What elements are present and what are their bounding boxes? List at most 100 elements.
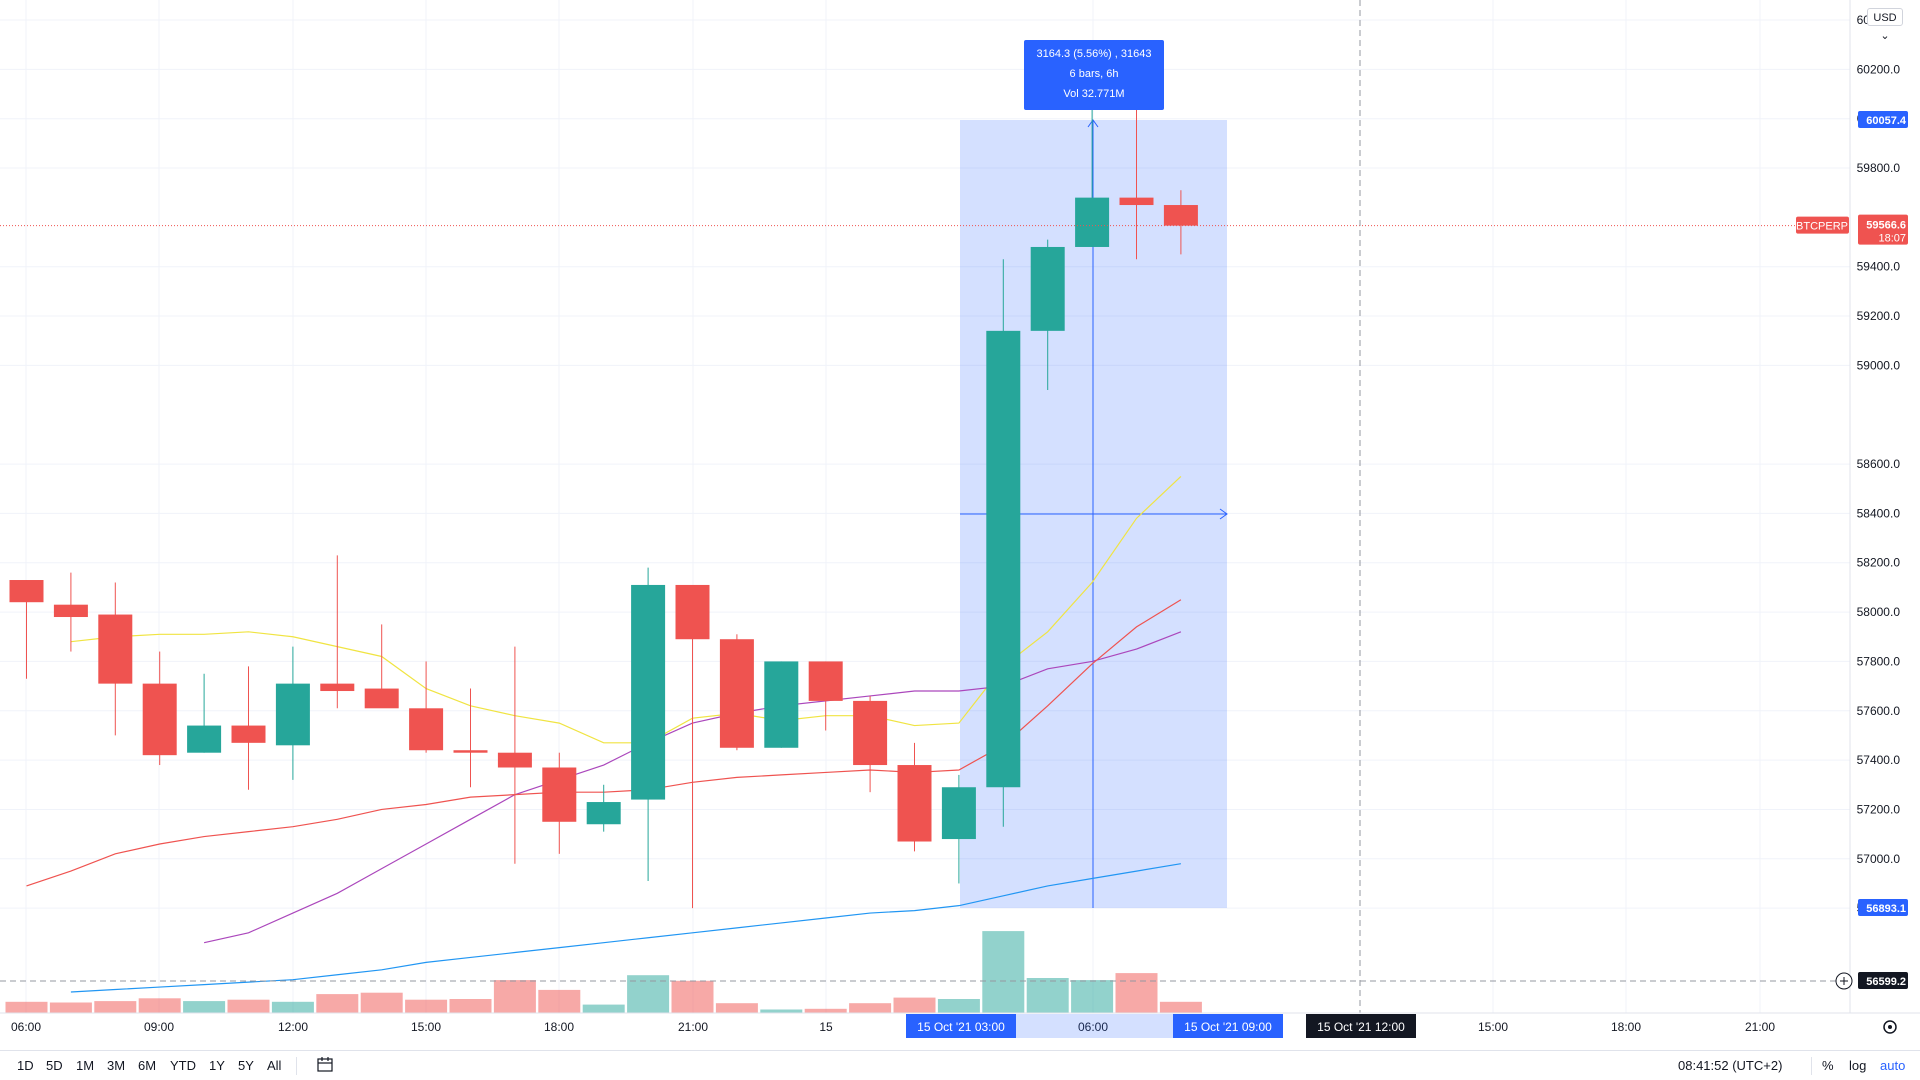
candle-body [808, 661, 843, 701]
clock-timezone[interactable]: 08:41:52 (UTC+2) [1678, 1058, 1783, 1073]
range-1d-button[interactable]: 1D [17, 1058, 34, 1073]
x-tick-label: 21:00 [678, 1020, 708, 1034]
measure-start-label-bg [906, 1014, 1016, 1038]
candle[interactable] [586, 784, 621, 832]
volume-bar [760, 1009, 803, 1013]
candle[interactable] [187, 673, 222, 753]
candle[interactable] [142, 651, 177, 766]
candle[interactable] [631, 567, 666, 881]
candle[interactable] [320, 555, 355, 709]
measure-top-price-bg [1858, 111, 1908, 128]
x-tick-label: 21:00 [1745, 1020, 1775, 1034]
volume-bar [1159, 1001, 1202, 1013]
volume-bar [138, 998, 181, 1013]
candle[interactable] [231, 666, 266, 790]
x-tick-label: 15:00 [411, 1020, 441, 1034]
measure-top-price: 60057.4 [1858, 111, 1908, 128]
candle[interactable] [853, 695, 888, 793]
volume-bar [316, 994, 359, 1013]
candle[interactable] [675, 584, 710, 909]
x-tick-label: 12:00 [278, 1020, 308, 1034]
candle[interactable] [897, 742, 932, 852]
candle-body [98, 614, 133, 684]
candle-body [275, 683, 310, 746]
plus-icon[interactable] [1835, 972, 1853, 990]
volume-bar [94, 1001, 137, 1013]
candle-body [142, 683, 177, 756]
gear-icon[interactable] [1883, 1020, 1897, 1034]
candle[interactable] [764, 661, 799, 748]
range-all-button[interactable]: All [267, 1058, 282, 1073]
x-tick-label: 18:00 [544, 1020, 574, 1034]
range-1y-button[interactable]: 1Y [209, 1058, 225, 1073]
candle[interactable] [1163, 190, 1198, 255]
measure-start-label-text: 15 Oct '21 03:00 [917, 1020, 1005, 1034]
auto-toggle[interactable]: auto [1880, 1058, 1906, 1073]
y-tick-label: 58400.0 [1857, 506, 1901, 520]
range-6m-button[interactable]: 6M [138, 1058, 157, 1073]
candle-body [1119, 197, 1154, 206]
symbol-bg [1796, 216, 1849, 234]
volume-bar [271, 1001, 314, 1013]
x-tick-label: 15 [819, 1020, 833, 1034]
volume-bars [5, 931, 1202, 1013]
candle[interactable] [1119, 106, 1154, 260]
range-5y-button[interactable]: 5Y [238, 1058, 254, 1073]
time-axis[interactable]: 06:00 09:00 12:00 15:00 18:00 21:00 15 06:00 15:… [0, 1012, 1920, 1038]
price-chart[interactable]: 56800.057000.057200.057400.057600.057800… [0, 0, 1920, 1050]
candle-body [941, 787, 976, 840]
range-5d-button[interactable]: 5D [46, 1058, 63, 1073]
candle-body [631, 584, 666, 800]
candle-body [542, 767, 577, 822]
volume-bar [1115, 973, 1158, 1013]
volume-bar [1071, 980, 1114, 1013]
range-1m-button[interactable]: 1M [76, 1058, 95, 1073]
x-tick-label: 15:00 [1478, 1020, 1508, 1034]
crosshair-time-label-text: 15 Oct '21 12:00 [1317, 1020, 1405, 1034]
candle[interactable] [453, 688, 488, 788]
candle[interactable] [941, 774, 976, 884]
candle[interactable] [53, 572, 88, 652]
y-tick-label: 59000.0 [1857, 358, 1901, 372]
volume-bar [715, 1003, 758, 1013]
candle[interactable] [409, 661, 444, 753]
log-toggle[interactable]: log [1849, 1058, 1867, 1073]
measure-tooltip: 3164.3 (5.56%) , 31643 6 bars, 6h Vol 32… [1024, 40, 1164, 110]
candle[interactable] [986, 259, 1021, 827]
candle-body [53, 604, 88, 618]
candles[interactable] [9, 104, 1198, 909]
y-tick-label: 57200.0 [1857, 802, 1901, 816]
currency-dropdown[interactable]: USD ⌄ [1867, 8, 1903, 42]
measure-start-label: 15 Oct '21 03:00 [906, 1014, 1016, 1038]
measure-bottom-price: 56893.1 [1858, 899, 1908, 916]
candle[interactable] [98, 582, 133, 736]
y-tick-label: 59200.0 [1857, 309, 1901, 323]
percent-toggle[interactable]: % [1822, 1058, 1834, 1073]
candle[interactable] [364, 624, 399, 709]
y-tick-label: 58600.0 [1857, 457, 1901, 471]
crosshair-price: 56599.2 [1858, 972, 1908, 989]
candle[interactable] [497, 646, 532, 864]
crosshair-price-bg [1858, 972, 1908, 989]
candle[interactable] [1030, 239, 1065, 391]
divider [1811, 1057, 1812, 1075]
candle[interactable] [542, 752, 577, 854]
candle[interactable] [9, 580, 44, 679]
crosshair-time-label: 15 Oct '21 12:00 [1306, 1014, 1416, 1038]
range-ytd-button[interactable]: YTD [170, 1058, 196, 1073]
y-tick-label: 57000.0 [1857, 852, 1901, 866]
candle-body [853, 700, 888, 766]
x-tick-label: 09:00 [144, 1020, 174, 1034]
symbol-label: BTCPERP [1796, 216, 1849, 234]
candle[interactable] [719, 634, 754, 751]
price-axis[interactable]: 56800.057000.057200.057400.057600.057800… [1796, 0, 1908, 1013]
candle-body [1163, 205, 1198, 226]
y-tick-label: 59400.0 [1857, 260, 1901, 274]
candle[interactable] [275, 646, 310, 780]
volume-bar [405, 999, 448, 1013]
candle[interactable] [1075, 104, 1110, 247]
candle[interactable] [808, 661, 843, 731]
range-3m-button[interactable]: 3M [107, 1058, 126, 1073]
volume-bar [849, 1003, 892, 1013]
date-range-icon[interactable] [316, 1056, 334, 1077]
